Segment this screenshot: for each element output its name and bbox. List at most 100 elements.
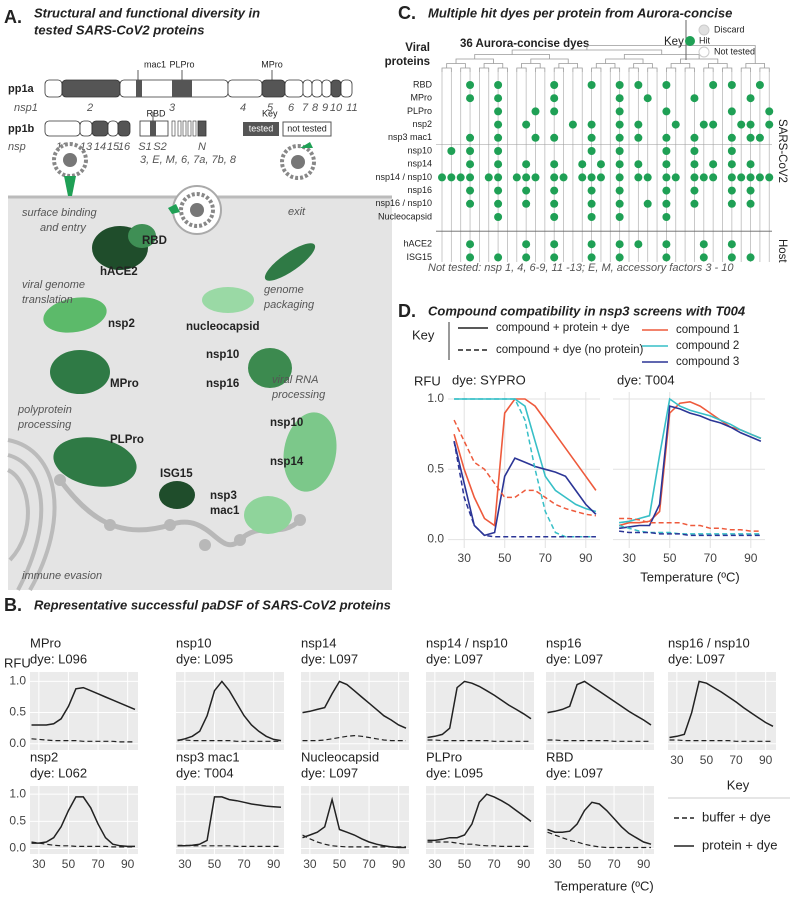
panel-label: C. (398, 3, 416, 23)
cell-label: processing (17, 419, 72, 431)
hit-dot (587, 199, 596, 208)
hit-dot (447, 147, 456, 155)
plot-title: dye: SYPRO (452, 372, 526, 387)
hit-dot (727, 133, 736, 142)
key-dot (698, 24, 710, 36)
hit-dot (634, 160, 643, 169)
dendrogram (684, 67, 695, 72)
x-tick-label: 50 (208, 857, 222, 871)
genome-segment (117, 120, 131, 137)
x-tick-label: 70 (729, 753, 743, 767)
hit-dot (746, 94, 755, 103)
hit-dot (615, 253, 624, 262)
genome-segment (192, 120, 197, 137)
rows-title: Viral (405, 42, 430, 54)
axis-title: RFU (414, 373, 441, 388)
curve (453, 398, 597, 527)
hit-dot (746, 253, 755, 262)
cell-label: surface binding (22, 207, 97, 219)
gene-label: RBD (146, 108, 166, 118)
plot-title: nsp16 / nsp10 (668, 635, 750, 650)
nsp-label: 10 (330, 102, 343, 114)
hit-dot (550, 186, 559, 195)
y-tick-label: 0.5 (427, 461, 444, 475)
gene-label: 3, E, M, 6, 7a, 7b, 8 (140, 154, 237, 166)
hit-dot (671, 120, 680, 129)
x-tick-label: 50 (458, 857, 472, 871)
chain-node (234, 534, 246, 546)
hit-dot (643, 173, 652, 182)
hit-dot (662, 213, 671, 221)
hit-dot (615, 81, 624, 89)
curve (427, 793, 532, 842)
dendrogram (703, 67, 714, 72)
hit-dot (727, 107, 736, 116)
key-tested (243, 122, 279, 136)
plot-title: Nucleocapsid (301, 749, 379, 764)
plot-title: nsp14 / nsp10 (426, 635, 508, 650)
plot-subtitle: dye: L096 (30, 651, 87, 666)
genome-segment (171, 120, 176, 137)
hit-dot (746, 173, 755, 182)
dendrogram (441, 67, 452, 72)
dendrogram (511, 49, 663, 55)
row-label: nsp10 (407, 145, 432, 155)
key-label: Discard (714, 24, 745, 34)
genome-segment (227, 79, 263, 98)
hit-dot (615, 160, 624, 169)
nsp-label: 16 (118, 141, 131, 153)
plot-panel (176, 672, 284, 750)
hit-dot (531, 173, 540, 182)
key-label: protein + dye (702, 837, 778, 852)
hit-dot (512, 173, 521, 182)
domain-label: MPro (261, 59, 283, 69)
protein-structure (202, 287, 254, 313)
curve (177, 844, 281, 847)
cell-label: nucleocapsid (186, 321, 260, 333)
genome-segment (187, 120, 192, 137)
chain-node (104, 519, 116, 531)
dendrogram (670, 63, 691, 68)
protein-structure (128, 224, 156, 248)
hit-dot (466, 253, 475, 262)
hit-dot (550, 213, 559, 221)
x-tick-label: 90 (579, 551, 593, 565)
nsp-label: 11 (346, 102, 357, 114)
x-tick-label: 70 (539, 551, 553, 565)
hit-dot (578, 173, 587, 182)
curve (427, 739, 531, 742)
row-label: hACE2 (403, 239, 432, 249)
hit-dot (494, 81, 503, 89)
plot-title: nsp16 (546, 635, 581, 650)
virion-core (291, 155, 305, 169)
panel-title: tested SARS-CoV2 proteins (34, 22, 204, 37)
curve (453, 419, 597, 517)
hit-dot (662, 173, 671, 182)
hit-dot (456, 173, 465, 182)
curve (177, 680, 282, 742)
hit-dot (447, 173, 456, 182)
panel-label: A. (4, 7, 22, 27)
genome-segment (107, 120, 119, 137)
hit-dot (690, 133, 699, 142)
hit-dot (755, 81, 764, 89)
cell-label: nsp3 (210, 490, 237, 502)
dendrogram (483, 63, 504, 68)
key-title: Key (664, 36, 684, 48)
curve (302, 734, 406, 742)
plot-panel (448, 392, 600, 548)
x-tick-label: 50 (333, 857, 347, 871)
row-label: Nucleocapsid (378, 211, 432, 221)
genome-segment (79, 120, 93, 137)
plot-panel (176, 786, 284, 854)
hit-dot (531, 133, 540, 142)
hit-dot (662, 186, 671, 195)
hit-dot (522, 253, 531, 262)
hit-dot (494, 107, 503, 116)
dendrogram (474, 54, 550, 59)
genome-name: pp1a (8, 83, 35, 95)
genome-name: pp1b (8, 123, 35, 135)
hit-dot (755, 133, 764, 142)
curve (618, 397, 762, 524)
hit-dot (727, 186, 736, 195)
